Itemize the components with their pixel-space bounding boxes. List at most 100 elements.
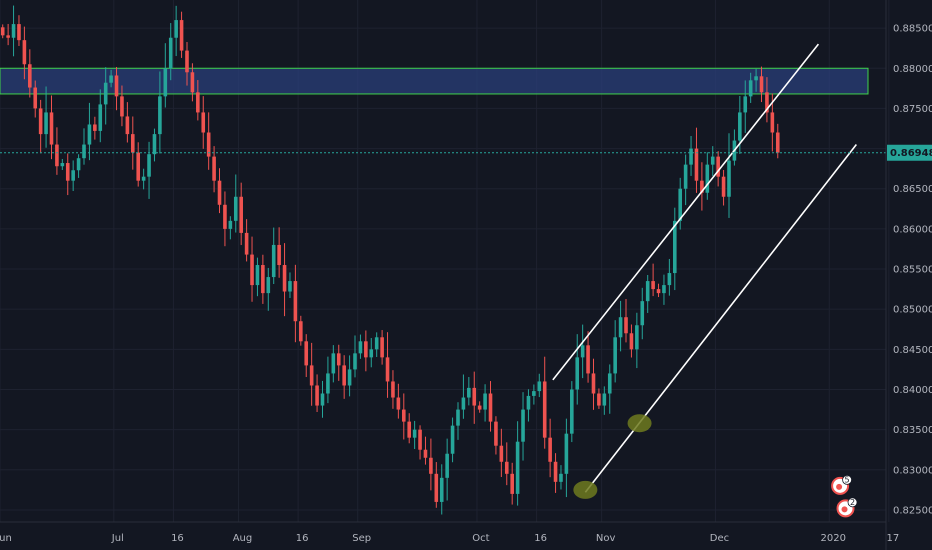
- candle-down: [223, 191, 227, 247]
- candle-up: [570, 381, 574, 443]
- candle-up: [672, 207, 677, 291]
- candle-body: [645, 281, 650, 302]
- last-price-tag: 0.86948: [887, 144, 932, 161]
- candle-down: [190, 63, 195, 102]
- candle-body: [239, 196, 243, 233]
- candle-down: [206, 112, 211, 170]
- candle-body: [347, 369, 352, 386]
- candle-body: [250, 254, 254, 286]
- time-tick-label: Oct: [472, 533, 489, 544]
- candle-body: [542, 381, 547, 438]
- candle-body: [532, 391, 536, 396]
- candle-body: [315, 385, 319, 406]
- candle-up: [347, 355, 352, 397]
- candle-down: [93, 116, 97, 140]
- candle-up: [331, 345, 336, 383]
- candle-up: [358, 334, 363, 359]
- candle-body: [336, 353, 341, 366]
- candle-down: [114, 66, 119, 111]
- candle-down: [624, 298, 628, 343]
- candle-body: [710, 156, 715, 165]
- candle-down: [434, 462, 439, 508]
- candle-body: [721, 176, 726, 197]
- candle-up: [228, 216, 233, 240]
- flag-icon: [841, 506, 848, 513]
- candle-body: [391, 381, 395, 398]
- candle-body: [309, 365, 314, 386]
- candle-body: [293, 281, 298, 322]
- candle-body: [624, 317, 628, 334]
- candle-body: [396, 397, 401, 410]
- candle-body: [233, 196, 238, 221]
- candle-up: [11, 5, 16, 57]
- candle-up: [467, 377, 471, 406]
- candle-body: [488, 393, 493, 422]
- candle-body: [353, 353, 357, 370]
- candle-body: [765, 92, 769, 113]
- candle-down: [499, 428, 504, 478]
- candle-up: [71, 160, 75, 191]
- candle-body: [206, 132, 211, 157]
- candle-body: [564, 433, 569, 474]
- candle-body: [103, 82, 108, 105]
- candle-up: [445, 438, 449, 501]
- candle-body: [559, 473, 563, 482]
- flag-icon: [836, 483, 843, 490]
- candle-up: [515, 421, 520, 506]
- highlight-ellipse: [627, 414, 652, 433]
- event-badges[interactable]: 52: [831, 474, 858, 518]
- candle-body: [748, 80, 753, 97]
- time-axis[interactable]: Jun Jul 16 Aug 16 Sep Oct 16 Nov Dec 2020 17: [0, 533, 899, 544]
- candle-up: [748, 72, 753, 103]
- candle-up: [103, 67, 108, 125]
- candle-up: [353, 335, 357, 378]
- candle-body: [662, 285, 666, 294]
- candle-body: [87, 124, 92, 145]
- candle-down: [201, 96, 206, 149]
- candle-body: [727, 160, 731, 197]
- candle-body: [385, 357, 390, 382]
- candle-down: [0, 24, 5, 39]
- candle-down: [472, 371, 477, 424]
- candle-down: [309, 342, 314, 406]
- candle-up: [60, 158, 65, 170]
- time-tick-label: 17: [887, 533, 900, 544]
- event-badge[interactable]: 5: [831, 474, 852, 495]
- candle-body: [678, 188, 683, 221]
- candle-up: [369, 337, 374, 368]
- candle-down: [120, 85, 124, 127]
- candle-up: [163, 43, 168, 108]
- candle-body: [304, 341, 309, 366]
- candle-down: [407, 413, 412, 444]
- candle-body: [434, 473, 439, 502]
- event-count: 2: [850, 498, 855, 507]
- price-tick-label: 0.84500: [893, 345, 932, 356]
- candle-down: [282, 243, 287, 317]
- candle-up: [158, 71, 162, 154]
- candle-body: [499, 445, 504, 462]
- candle-body: [196, 92, 200, 113]
- candle-down: [396, 383, 401, 419]
- candle-body: [55, 144, 59, 167]
- candle-body: [716, 156, 720, 177]
- candle-down: [656, 283, 661, 298]
- candle-body: [6, 35, 10, 38]
- candle-down: [250, 236, 254, 302]
- candle-up: [288, 272, 292, 298]
- candle-down: [49, 95, 54, 160]
- candle-down: [22, 26, 27, 80]
- candle-body: [179, 20, 184, 51]
- candle-down: [597, 388, 601, 409]
- candle-down: [391, 370, 395, 409]
- candle-body: [212, 156, 216, 181]
- candle-down: [759, 66, 764, 103]
- candle-body: [60, 163, 65, 167]
- candle-body: [407, 421, 412, 438]
- candle-body: [201, 112, 206, 133]
- candle-body: [82, 144, 86, 159]
- event-badge[interactable]: 2: [836, 497, 858, 518]
- candle-down: [38, 99, 43, 154]
- candle-up: [461, 374, 466, 419]
- candle-up: [483, 384, 487, 422]
